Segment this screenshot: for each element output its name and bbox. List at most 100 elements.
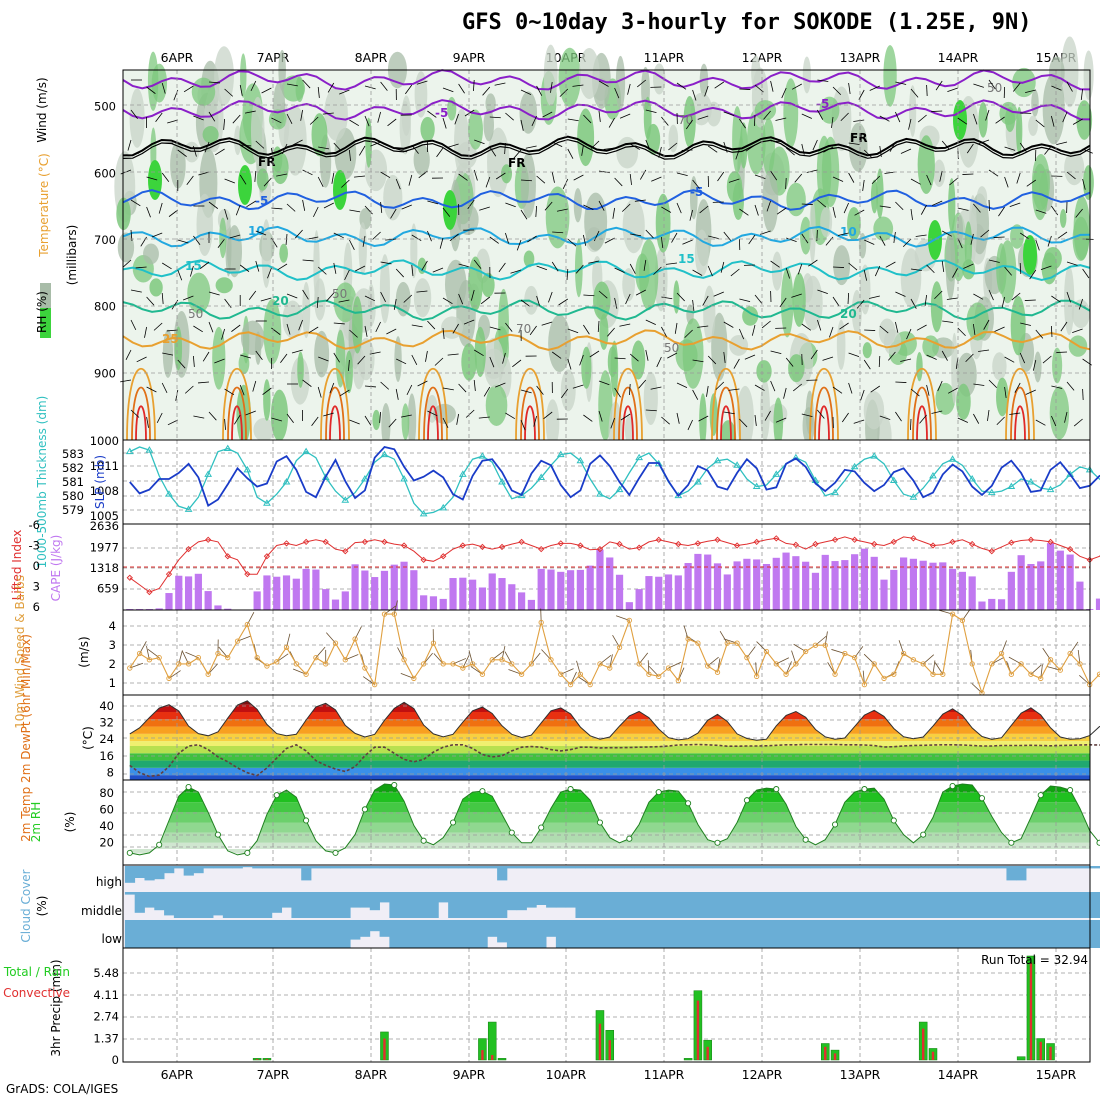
thickness-marker (1046, 485, 1055, 493)
rh-shade-moist (577, 108, 595, 167)
cloud-middle-cell (634, 892, 645, 918)
wind-barb (385, 238, 397, 241)
wind-barb (900, 358, 912, 362)
wind-speed-marker (900, 650, 907, 657)
cloud-high-cell (291, 866, 302, 869)
wind-barb (474, 139, 485, 145)
wind-barb (1024, 299, 1036, 301)
wind-barb (1051, 295, 1061, 303)
wind-barb (879, 205, 891, 208)
cloud-high-cell (144, 866, 155, 881)
cloud-high-cell (869, 866, 880, 869)
wind-barb (567, 118, 579, 122)
cloud-low-cell (379, 920, 390, 937)
rh-shade-saturated (148, 160, 162, 200)
rh-shade-moist (916, 352, 923, 382)
wind-barb (454, 113, 459, 125)
wind-barb (636, 79, 647, 88)
wind-tick: 2 (109, 657, 116, 671)
wind-barb (966, 143, 974, 154)
wind-barb (380, 201, 383, 213)
wind-barb (707, 355, 717, 365)
wind-barb (962, 173, 974, 175)
cloud-low-cell (751, 920, 762, 948)
isotherm-loop (515, 368, 545, 441)
temp-band (129, 760, 1090, 768)
li-marker (1047, 538, 1054, 546)
cloud-middle-cell (418, 892, 429, 918)
wind-speed-marker (313, 655, 319, 661)
cloud-low-cell (173, 920, 185, 948)
cloud-middle-cell (908, 892, 919, 918)
precip-convective-bar (491, 1055, 494, 1060)
wind-barb (551, 171, 555, 183)
wind-barb (723, 411, 735, 415)
wind-barb (583, 324, 590, 335)
rh-marker (303, 817, 310, 824)
li-tick: -3 (29, 539, 40, 553)
li-marker (146, 588, 153, 596)
panel-frame (122, 947, 1091, 1063)
date-label-bottom: 13APR (840, 1067, 881, 1082)
isotherm-loop (329, 405, 341, 441)
cape-bar (684, 563, 692, 610)
wind-barb (645, 349, 649, 361)
cape-bar (586, 565, 594, 610)
cloud-low-cell (555, 920, 567, 948)
li-marker (302, 538, 310, 546)
wind-barb (458, 383, 467, 393)
cloud-middle-cell (232, 892, 243, 918)
cape-bar (527, 599, 535, 610)
wind-barb (919, 414, 927, 424)
cloud-high-cell (565, 866, 576, 869)
wind-barb (302, 259, 314, 262)
cloud-middle-cell (183, 892, 194, 918)
cloud-middle-cell (957, 892, 968, 918)
wind-barb (720, 261, 725, 273)
cape-tick: 1318 (90, 561, 119, 575)
wind-barb (136, 356, 147, 363)
cape-bar (478, 587, 487, 610)
li-marker (185, 545, 192, 553)
wind-barb (536, 85, 543, 96)
wind-barb (1066, 291, 1071, 303)
cloud-level-label: low (102, 932, 123, 946)
wind-speed-marker (401, 657, 407, 663)
rh-shade (1073, 195, 1091, 261)
wind-barb (946, 297, 958, 300)
rh-shade-moist (149, 278, 163, 297)
wind-barb (1082, 268, 1090, 279)
wind-barb (1080, 88, 1083, 100)
wind-barb (558, 298, 569, 306)
cloud-high-cell (203, 866, 214, 869)
li-marker (753, 538, 760, 546)
wind-speed-marker (1038, 675, 1044, 682)
wind-barb (926, 264, 935, 274)
rh-shade (456, 203, 479, 236)
wind-barb (380, 171, 391, 179)
cloud-high-cell (800, 866, 811, 869)
rh-shade (809, 199, 816, 264)
wind-barb (1035, 119, 1045, 128)
rh-shade (836, 319, 846, 370)
rh-shade (543, 44, 558, 106)
rh-shade (873, 216, 894, 241)
wind-barb (840, 112, 849, 122)
rh-marker (1037, 792, 1044, 799)
li-marker (655, 536, 662, 543)
wind-barb (286, 293, 298, 299)
cloud-high-cell (516, 866, 527, 869)
rh-marker (596, 819, 604, 826)
wind-speed-marker (548, 657, 554, 663)
wind-barb (885, 261, 896, 268)
cape-bar (782, 552, 790, 610)
li-marker (459, 542, 466, 549)
rh-marker (391, 781, 398, 789)
rh-shade (1010, 224, 1025, 249)
rh-shade (219, 217, 227, 259)
cloud-low-cell (693, 920, 704, 948)
thickness-marker (1027, 478, 1035, 485)
wind-barb (653, 266, 662, 275)
cloud-high-cell (193, 866, 204, 874)
wind-barb (573, 174, 584, 181)
